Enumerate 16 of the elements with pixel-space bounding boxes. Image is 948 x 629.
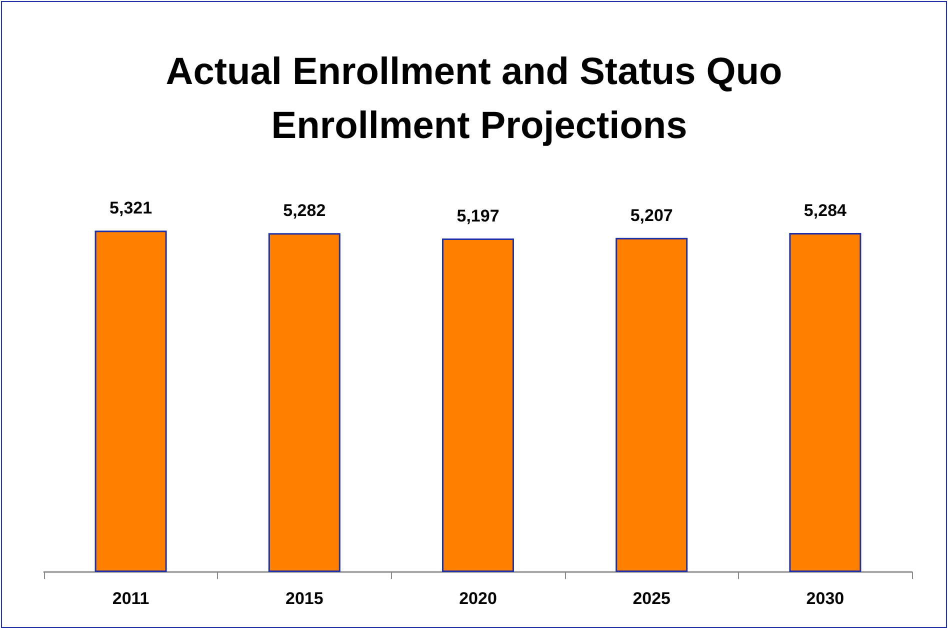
data-label: 5,321 xyxy=(110,198,152,218)
x-tick-label: 2030 xyxy=(806,589,844,608)
chart-title: Actual Enrollment and Status Quo Enrollment Projections xyxy=(166,51,782,147)
x-tick-label: 2025 xyxy=(632,589,671,608)
data-label: 5,282 xyxy=(283,201,326,220)
data-label: 5,284 xyxy=(804,200,848,220)
x-tick-label: 2015 xyxy=(285,589,324,608)
x-tick-label: 2020 xyxy=(459,589,497,608)
bar xyxy=(789,232,862,572)
bar xyxy=(268,233,340,572)
bar xyxy=(94,230,167,572)
data-label: 5,207 xyxy=(630,206,673,225)
bar xyxy=(616,238,688,572)
x-tick-label: 2011 xyxy=(112,589,150,608)
data-label: 5,197 xyxy=(456,206,500,226)
bar xyxy=(442,238,514,572)
